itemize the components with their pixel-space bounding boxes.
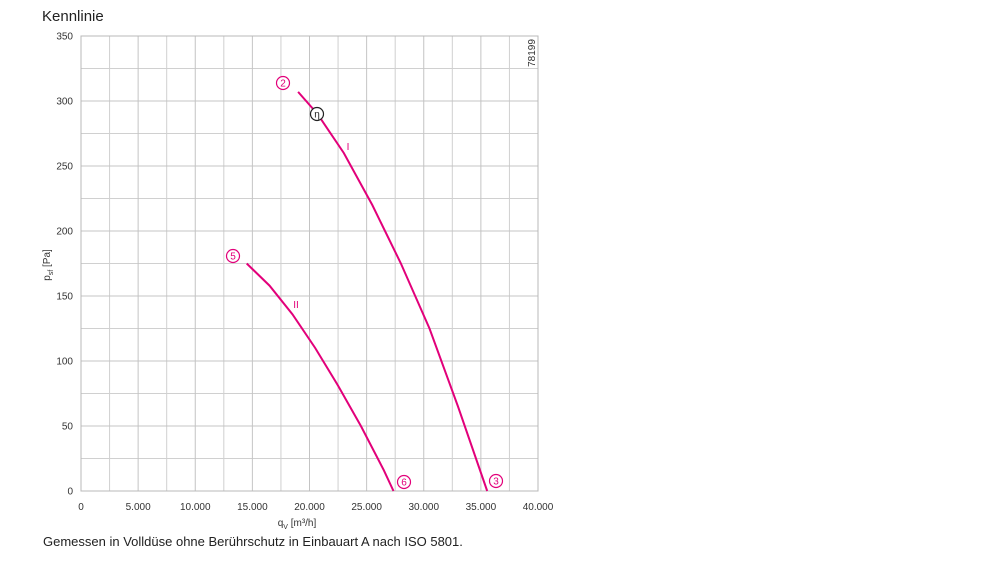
x-tick-label: 30.000 <box>408 502 439 513</box>
y-tick-label: 100 <box>56 357 73 368</box>
point-label: 6 <box>401 478 407 489</box>
x-axis-label: qV [m³/h] <box>278 518 317 531</box>
point-label: η <box>314 110 320 121</box>
x-tick-label: 35.000 <box>466 502 497 513</box>
y-tick-label: 300 <box>56 97 73 108</box>
y-tick-label: 200 <box>56 227 73 238</box>
point-label: 5 <box>230 252 236 263</box>
id-label: 78199 <box>527 39 538 67</box>
curve <box>297 91 489 492</box>
x-tick-label: 5.000 <box>126 502 151 513</box>
point-marker <box>309 106 325 122</box>
x-tick-label: 15.000 <box>237 502 268 513</box>
x-tick-label: 40.000 <box>523 502 554 513</box>
point-marker <box>275 75 291 91</box>
x-tick-label: 10.000 <box>180 502 211 513</box>
point-label: 2 <box>280 79 286 90</box>
y-tick-label: 250 <box>56 162 73 173</box>
y-tick-label: 50 <box>62 422 74 433</box>
y-tick-label: 150 <box>56 292 73 303</box>
y-axis-label: psf [Pa] <box>42 249 55 281</box>
chart-title: Kennlinie <box>42 8 104 25</box>
point-marker <box>396 474 412 490</box>
legend-label: I <box>347 142 350 153</box>
curve <box>246 262 395 492</box>
footnote: Gemessen in Volldüse ohne Berührschutz i… <box>43 534 463 549</box>
legend-label: II <box>293 300 299 311</box>
point-label: 3 <box>493 477 499 488</box>
x-tick-label: 0 <box>78 502 84 513</box>
y-tick-label: 350 <box>56 32 73 43</box>
x-tick-label: 25.000 <box>351 502 382 513</box>
x-tick-label: 20.000 <box>294 502 325 513</box>
y-tick-label: 0 <box>67 487 73 498</box>
point-marker <box>488 473 504 489</box>
point-marker <box>225 248 241 264</box>
plot-frame <box>80 35 539 492</box>
